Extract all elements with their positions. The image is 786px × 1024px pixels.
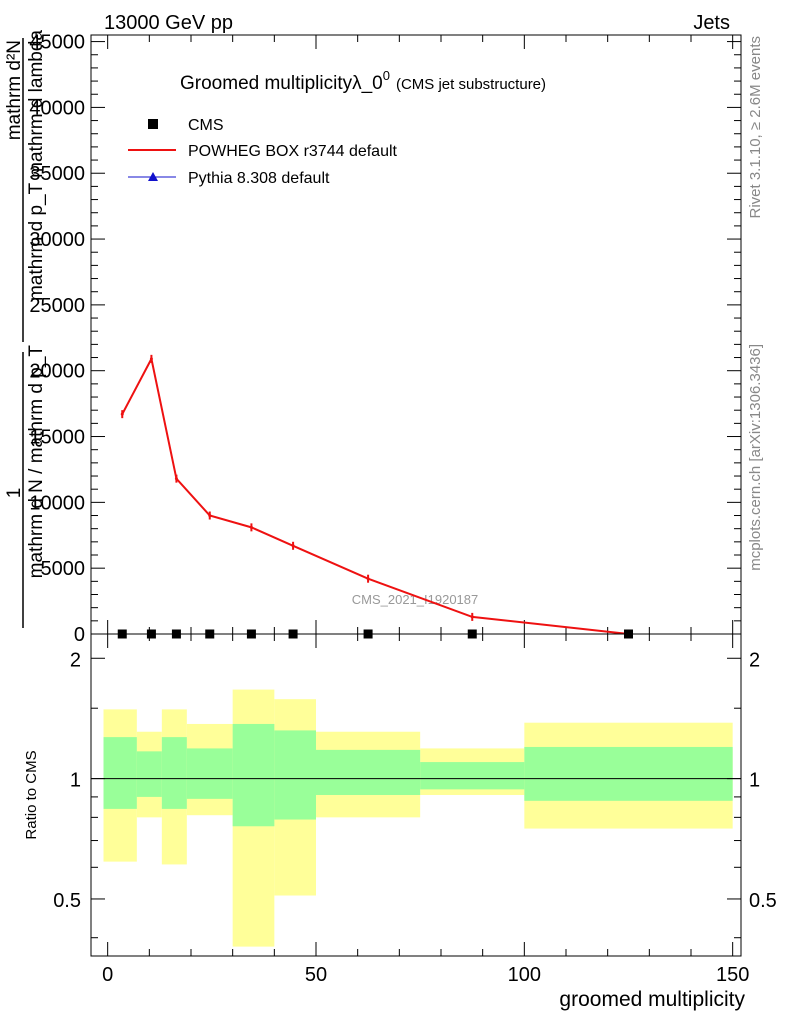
main-ylabel-line-3: 1 [4,488,25,499]
ratio-axis-ticks [91,634,741,956]
ratio-band-inner [232,723,275,827]
ratio-ytick-label-right: 2 [749,649,760,671]
ratio-ytick-label: 2 [70,649,81,671]
ratio-ylabel: Ratio to CMS [23,750,40,839]
main-ylabel-line-1: mathrm d²N [4,40,25,140]
powheg-point [208,514,212,518]
main-ylabel-line-4: mathrm d N / mathrm d p_T [26,345,47,579]
main-title-superscript: 0 [383,68,390,83]
header-right-label: Jets [693,12,730,34]
powheg-point [149,357,153,361]
ratio-xtick-label: 100 [508,964,541,986]
main-ytick-label: 5000 [41,558,86,580]
powheg-point [291,544,295,548]
ratio-band-inner [186,748,233,799]
ratio-ytick-label: 1 [70,770,81,792]
ratio-xlabel: groomed multiplicity [559,988,745,1011]
ratio-bands [103,689,733,947]
legend-label-cms: CMS [188,117,224,134]
ratio-band-inner [136,751,162,797]
main-ytick-labels: 0 5000 10000 15000 20000 25000 30000 35000 40000… [29,32,85,646]
ratio-band-inner [161,737,187,809]
legend-label-pythia: Pythia 8.308 default [188,170,330,187]
ratio-ytick-label: 0.5 [53,890,81,912]
main-watermark: CMS_2021_I1920187 [352,592,479,607]
side-label-bottom: mcplots.cern.ch [arXiv:1306.3436] [747,344,764,571]
main-title: Groomed multiplicityλ_00 (CMS jet substru… [180,68,546,94]
powheg-point [366,577,370,581]
ratio-band-inner [274,730,316,820]
ratio-xtick-label: 50 [305,964,327,986]
ratio-band-inner [420,762,525,790]
legend-label-powheg: POWHEG BOX r3744 default [188,143,398,160]
ratio-plot-frame [90,633,742,957]
ratio-plot: 0.5 0.5 1 1 2 2 0 50 100 150 Ratio to CMS groomed… [23,633,777,1011]
main-ytick-label: 25000 [29,295,85,317]
main-ylabel-line-2: mathrm d p_T mathrm d lambda [26,30,47,301]
ratio-ytick-label-right: 0.5 [749,890,777,912]
legend: CMS POWHEG BOX r3744 default Pythia 8.30… [128,117,398,187]
main-plot: CMS_2021_I1920187 0 5000 10000 15000 20000 25… [4,30,742,646]
ratio-band-inner [103,737,137,809]
powheg-point [120,412,124,416]
main-ytick-label: 10000 [29,492,85,514]
main-title-text: Groomed multiplicityλ_0 [180,73,383,94]
main-ytick-label: 40000 [29,97,85,119]
main-ytick-label: 20000 [29,361,85,383]
main-ytick-label: 15000 [29,427,85,449]
ratio-band-inner [316,749,421,795]
legend-marker-cms [148,119,158,129]
ratio-ytick-label-right: 1 [749,770,760,792]
main-ytick-label: 45000 [29,32,85,54]
main-ytick-label: 30000 [29,229,85,251]
legend-marker-pythia [148,172,158,181]
header-left-label: 13000 GeV pp [104,12,233,34]
main-title-subtitle: (CMS jet substructure) [396,76,546,93]
powheg-point [249,525,253,529]
ratio-band-inner [524,746,733,801]
powheg-point [470,615,474,619]
ratio-xtick-label: 150 [716,964,749,986]
main-ytick-label: 0 [74,624,85,646]
main-ytick-label: 35000 [29,163,85,185]
main-axis-ticks [91,35,741,635]
ratio-xtick-label: 0 [102,964,113,986]
ratio-tick-labels: 0.5 0.5 1 1 2 2 0 50 100 150 [53,649,777,986]
side-label-top: Rivet 3.1.10, ≥ 2.6M events [747,36,764,219]
powheg-point [174,477,178,481]
